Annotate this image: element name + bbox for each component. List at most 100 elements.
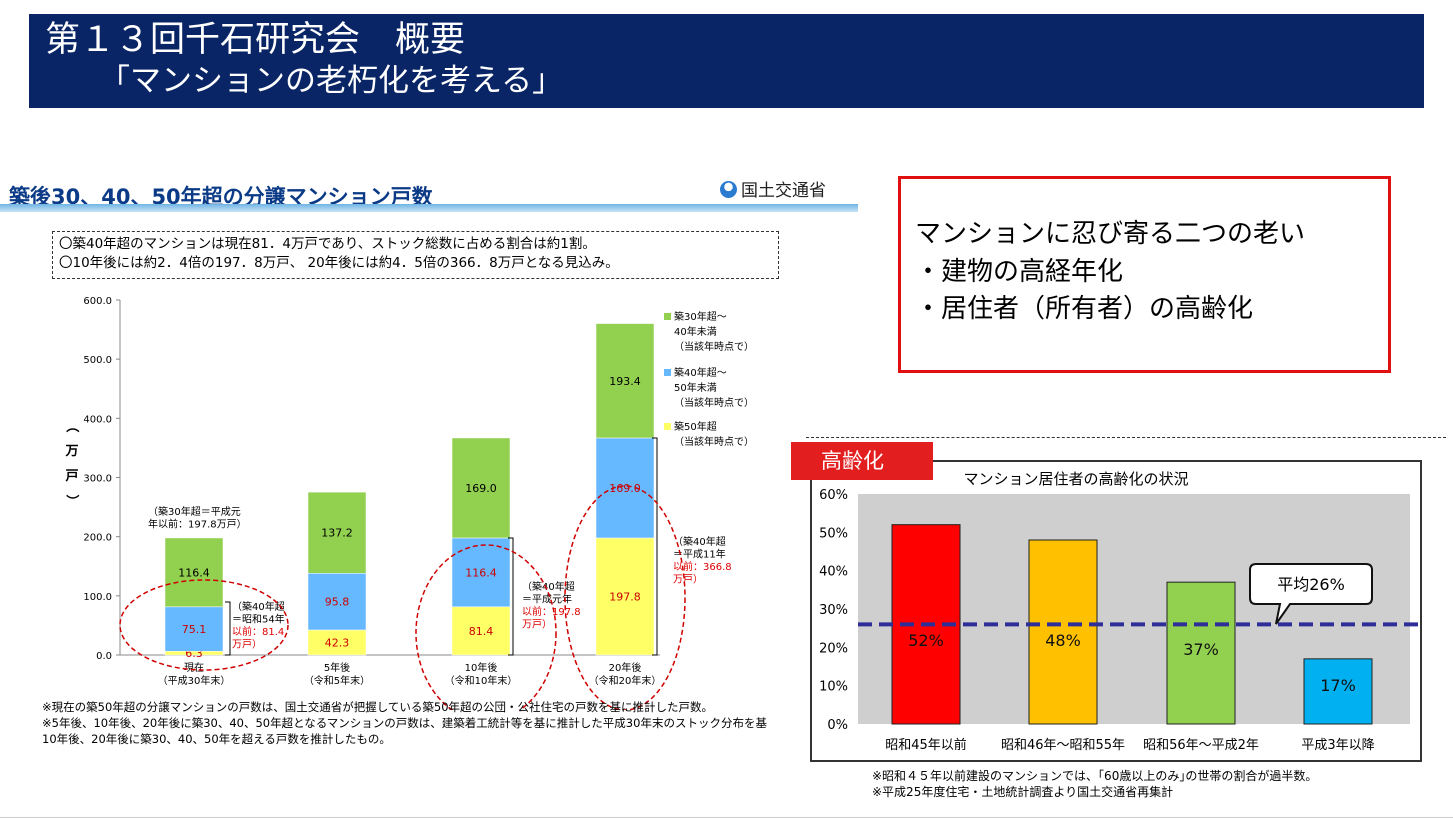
x-tick-label: 10年後 [465,661,498,674]
x-tick-sublabel: （令和20年末） [589,674,662,687]
x-tick-label: 昭和46年～昭和55年 [1001,738,1125,753]
bar-segment [451,537,511,608]
heading-underline [0,204,858,212]
y-tick-label: 20% [819,641,848,656]
annotation-label: （築40年超 [673,535,726,548]
annotation-label: 万戸） [673,574,703,586]
legend-label: 築40年超～ [674,366,727,379]
bar-value-label: 197.8 [609,590,641,603]
annotation-label: （築40年超 [522,580,575,593]
annotation-label: 以前：366.8 [673,560,732,573]
annotation-label: ＝平成元年 [522,593,572,606]
bar-segment [451,606,511,656]
aging-chart-title: マンション居住者の高齢化の状況 [963,470,1188,488]
bar-value-label: 17% [1320,676,1356,695]
average-callout-bubble [1249,563,1373,625]
annotation-label: ＝昭和54年 [232,613,285,626]
bar-value-label: 169.0 [609,482,641,495]
bar-value-label: 193.4 [609,375,641,388]
annotation-label: ＝平成11年 [673,548,726,561]
bar-segment [307,629,367,656]
x-tick-label: 20年後 [609,661,642,674]
aging-note: ※昭和４５年以前建設のマンションでは、｢60歳以上のみ｣の世帯の割合が過半数。 [872,769,1318,783]
y-tick-label: 100.0 [83,592,112,603]
bar-segment [595,537,655,656]
bar-value-label: 116.4 [178,566,210,579]
bar-segment [307,491,367,574]
annotation-label: 万戸） [232,639,262,651]
bar-value-label: 116.4 [465,566,497,579]
x-tick-label: 昭和45年以前 [885,737,967,753]
legend-label: 築50年超 [674,420,717,433]
bar-segment [595,323,655,439]
y-axis-label-char: 万 [64,444,78,459]
footnote-line: 10年後、20年後に築30、40、50年を超える戸数を推計したもの。 [42,732,391,746]
legend-swatch [664,313,671,320]
bar-segment [451,437,511,539]
highlight-ellipse [119,579,289,671]
average-label: 平均26% [1277,575,1345,594]
bracket [652,437,658,656]
callout-line: マンションに忍び寄る二つの老い [915,219,1306,249]
bar-value-label: 95.8 [325,596,350,609]
x-tick-label: 5年後 [324,661,350,674]
x-tick-label: 現在 [184,662,204,674]
y-tick-label: 0.0 [96,651,112,662]
left-footnotes: ※現在の築50年超の分譲マンションの戸数は、国土交通省が把握している築50年超の… [42,699,790,747]
bar-value-label: 137.2 [321,527,353,540]
aging-bar-chart: マンション居住者の高齢化の状況 0% 10% 20% 30% 40% 50% 60% 昭和45年… [819,470,1420,753]
legend-swatch [664,369,671,376]
x-tick-label: 昭和56年～平成2年 [1143,738,1259,753]
two-aging-callout: マンションに忍び寄る二つの老い ・建物の高経年化 ・居住者（所有者）の高齢化 [898,176,1391,373]
aging-chart-frame [810,460,1422,762]
x-tick-label: 平成3年以降 [1301,738,1374,753]
bar [1303,658,1373,725]
section-divider [806,437,1446,438]
legend-swatch [664,423,671,430]
annotation-label: 万戸） [522,619,552,631]
summary-box: 〇築40年超のマンションは現在81．4万戸であり、ストック総数に占める割合は約1… [52,231,779,279]
y-tick-label: 500.0 [83,355,112,366]
bar [1166,581,1236,725]
callout-line: ・建物の高経年化 [915,257,1124,287]
y-axis-label-char: ） [64,494,80,507]
x-tick-sublabel: （平成30年末） [158,674,231,687]
footnote-line: ※5年後、10年後、20年後に築30、40、50年超となるマンションの戸数は、建… [42,716,767,730]
bar-value-label: 42.3 [325,636,350,649]
bar-segment [164,537,224,608]
y-axis-label-char: （ [64,419,80,432]
aging-note: ※平成25年度住宅・土地統計調査より国土交通省再集計 [872,785,1174,799]
bar-segment [595,437,655,539]
y-tick-label: 300.0 [83,474,112,485]
annotation-label: 年以前：197.8万戸） [148,518,247,531]
annotation-label: 以前：197.8 [522,605,581,618]
bottom-rule [0,817,1453,818]
ministry-name: 国土交通省 [741,181,826,201]
annotation-label: （築30年超＝平成元 [148,505,241,518]
y-tick-label: 0% [827,718,848,733]
legend-label: （当該年時点で） [674,435,754,448]
ministry-logo: 国土交通省 [720,176,826,201]
y-tick-label: 40% [819,565,848,580]
mlit-logo-icon [720,181,737,198]
highlight-ellipse [415,544,557,710]
slide-subtitle: 「マンションの老朽化を考える」 [99,63,564,99]
y-tick-label: 60% [819,488,848,503]
legend-label: （当該年時点で） [674,340,754,353]
bar-value-label: 48% [1045,631,1081,650]
x-tick-sublabel: （令和10年末） [445,674,518,687]
bracket [508,537,514,656]
legend-label: 50年未満 [674,381,717,394]
bar-segment [164,606,224,652]
bar-value-label: 81.4 [469,625,494,638]
aging-notes: ※昭和４５年以前建設のマンションでは、｢60歳以上のみ｣の世帯の割合が過半数。 … [872,768,1317,800]
stock-bar-chart: 0.0100.0200.0300.0400.0500.0600.0（万戸）6.3… [64,296,754,710]
footnote-line: ※現在の築50年超の分譲マンションの戸数は、国土交通省が把握している築50年超の… [42,700,714,714]
bar-segment [307,573,367,631]
y-tick-label: 200.0 [83,533,112,544]
summary-line: 〇10年後には約2．4倍の197．8万戸、 20年後には約4．5倍の366．8万… [59,255,619,271]
slide-title: 第１３回千石研究会 概要 [45,20,466,60]
y-tick-label: 50% [819,526,848,541]
bar [1028,539,1098,725]
x-tick-sublabel: （令和5年末） [304,674,370,687]
